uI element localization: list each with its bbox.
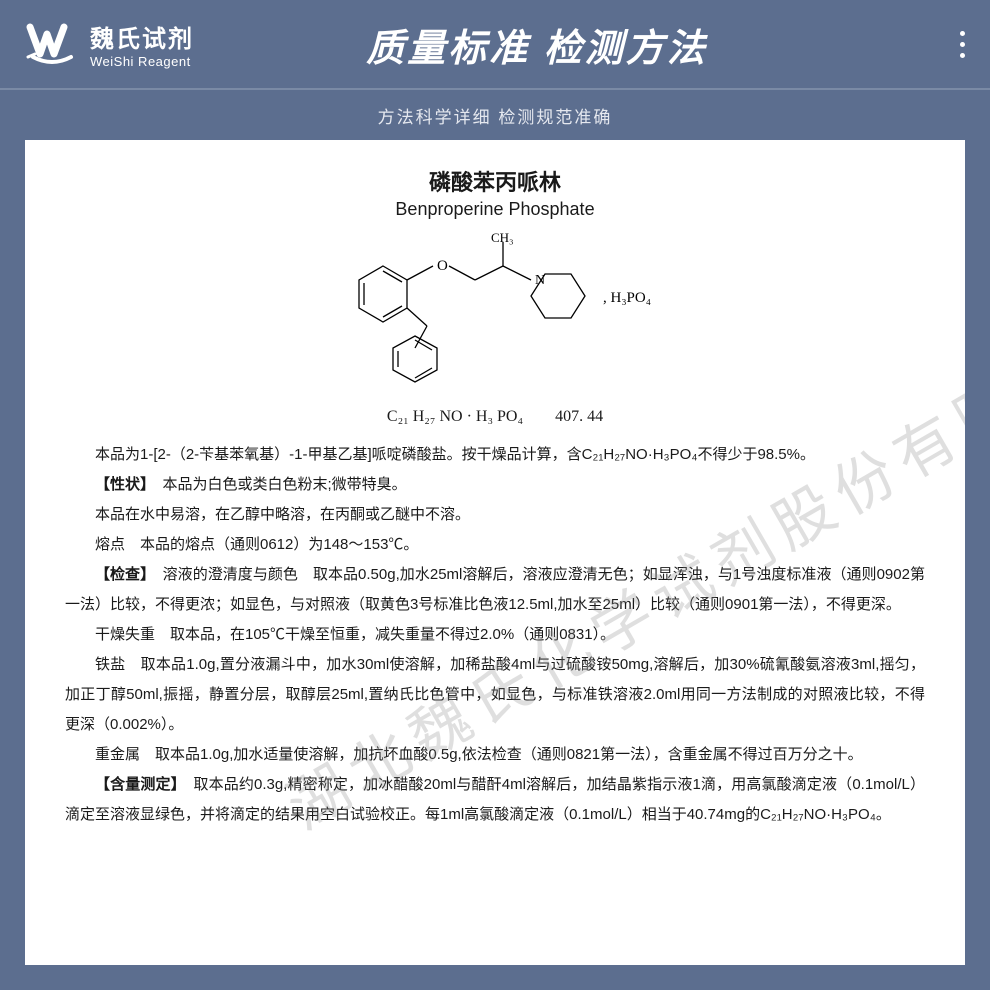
xingzhuang-label: 【性状】 bbox=[95, 476, 148, 493]
logo-icon bbox=[25, 19, 80, 69]
jiancha-label: 【检查】 bbox=[95, 566, 148, 583]
jiancha-paragraph: 【检查】 溶液的澄清度与颜色 取本品0.50g,加水25ml溶解后，溶液应澄清无… bbox=[65, 560, 925, 620]
subtitle-bar: 方法科学详细 检测规范准确 bbox=[0, 90, 990, 140]
document-content: 湖北魏氏化学试剂股份有限公司 磷酸苯丙哌林 Benproperine Phosp… bbox=[25, 140, 965, 965]
svg-text:N: N bbox=[535, 273, 545, 288]
header-bar: 魏氏试剂 WeiShi Reagent 质量标准 检测方法 bbox=[0, 0, 990, 90]
xingzhuang-paragraph: 【性状】 本品为白色或类白色粉末;微带特臭。 bbox=[65, 470, 925, 500]
salt-label: , H₃PO₄ bbox=[603, 290, 651, 306]
melting-paragraph: 熔点 本品的熔点（通则0612）为148～153℃。 bbox=[65, 530, 925, 560]
intro-paragraph: 本品为1-[2-（2-苄基苯氧基）-1-甲基乙基]哌啶磷酸盐。按干燥品计算，含C… bbox=[65, 440, 925, 470]
drying-paragraph: 干燥失重 取本品，在105℃干燥至恒重，减失重量不得过2.0%（通则0831）。 bbox=[65, 620, 925, 650]
hanliang-paragraph: 【含量测定】 取本品约0.3g,精密称定，加冰醋酸20ml与醋酐4ml溶解后，加… bbox=[65, 770, 925, 830]
iron-paragraph: 铁盐 取本品1.0g,置分液漏斗中，加水30ml使溶解，加稀盐酸4ml与过硫酸铵… bbox=[65, 650, 925, 740]
header-title: 质量标准 检测方法 bbox=[114, 17, 960, 72]
compound-name-en: Benproperine Phosphate bbox=[65, 199, 925, 220]
ch3-label: CH₃ bbox=[491, 232, 514, 245]
subtitle-text: 方法科学详细 检测规范准确 bbox=[378, 103, 613, 128]
solubility-paragraph: 本品在水中易溶，在乙醇中略溶，在丙酮或乙醚中不溶。 bbox=[65, 500, 925, 530]
heavy-metal-paragraph: 重金属 取本品1.0g,加水适量使溶解，加抗坏血酸0.5g,依法检查（通则082… bbox=[65, 740, 925, 770]
molecular-formula: C₂₁ H₂₇ NO · H₃ PO₄ 407. 44 bbox=[65, 402, 925, 426]
hanliang-label: 【含量测定】 bbox=[95, 776, 178, 793]
svg-text:O: O bbox=[437, 258, 448, 274]
body-text: 本品为1-[2-（2-苄基苯氧基）-1-甲基乙基]哌啶磷酸盐。按干燥品计算，含C… bbox=[65, 440, 925, 830]
menu-dots-icon[interactable] bbox=[960, 31, 965, 58]
compound-name-cn: 磷酸苯丙哌林 bbox=[65, 165, 925, 197]
chemical-structure: O N CH₃ , H₃PO₄ bbox=[65, 232, 925, 392]
